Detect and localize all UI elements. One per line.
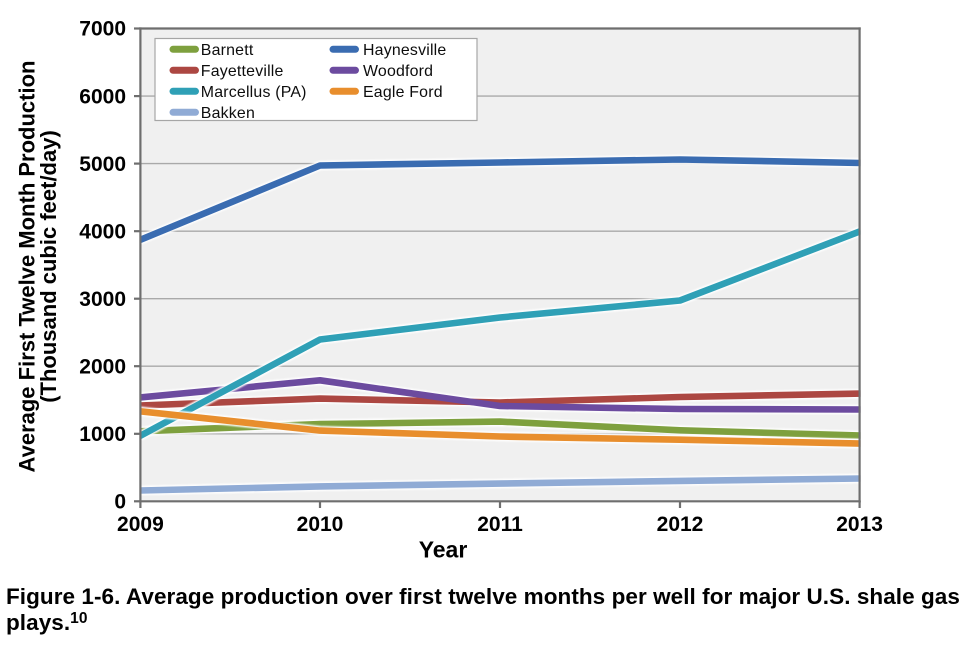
svg-text:6000: 6000 bbox=[79, 85, 126, 108]
svg-text:5000: 5000 bbox=[79, 153, 126, 176]
svg-text:7000: 7000 bbox=[79, 18, 126, 41]
svg-text:Haynesville: Haynesville bbox=[363, 42, 446, 59]
svg-text:0: 0 bbox=[114, 491, 126, 514]
svg-text:(Thousand cubic feet/day): (Thousand cubic feet/day) bbox=[36, 130, 61, 403]
svg-text:2012: 2012 bbox=[657, 513, 704, 536]
svg-text:4000: 4000 bbox=[79, 220, 126, 243]
svg-text:Woodford: Woodford bbox=[363, 63, 433, 80]
svg-text:3000: 3000 bbox=[79, 288, 126, 311]
svg-text:Barnett: Barnett bbox=[201, 42, 254, 59]
svg-text:Bakken: Bakken bbox=[201, 105, 255, 122]
svg-text:2000: 2000 bbox=[79, 355, 126, 378]
svg-text:Marcellus (PA): Marcellus (PA) bbox=[201, 84, 307, 101]
svg-text:Eagle Ford: Eagle Ford bbox=[363, 84, 443, 101]
svg-text:Year: Year bbox=[419, 537, 468, 563]
svg-text:1000: 1000 bbox=[79, 423, 126, 446]
svg-text:Average First Twelve Month Pro: Average First Twelve Month Production bbox=[15, 61, 40, 473]
svg-text:2010: 2010 bbox=[297, 513, 344, 536]
svg-text:Fayetteville: Fayetteville bbox=[201, 63, 284, 80]
svg-text:2009: 2009 bbox=[117, 513, 164, 536]
svg-text:2011: 2011 bbox=[477, 513, 523, 536]
svg-text:2013: 2013 bbox=[836, 513, 883, 536]
